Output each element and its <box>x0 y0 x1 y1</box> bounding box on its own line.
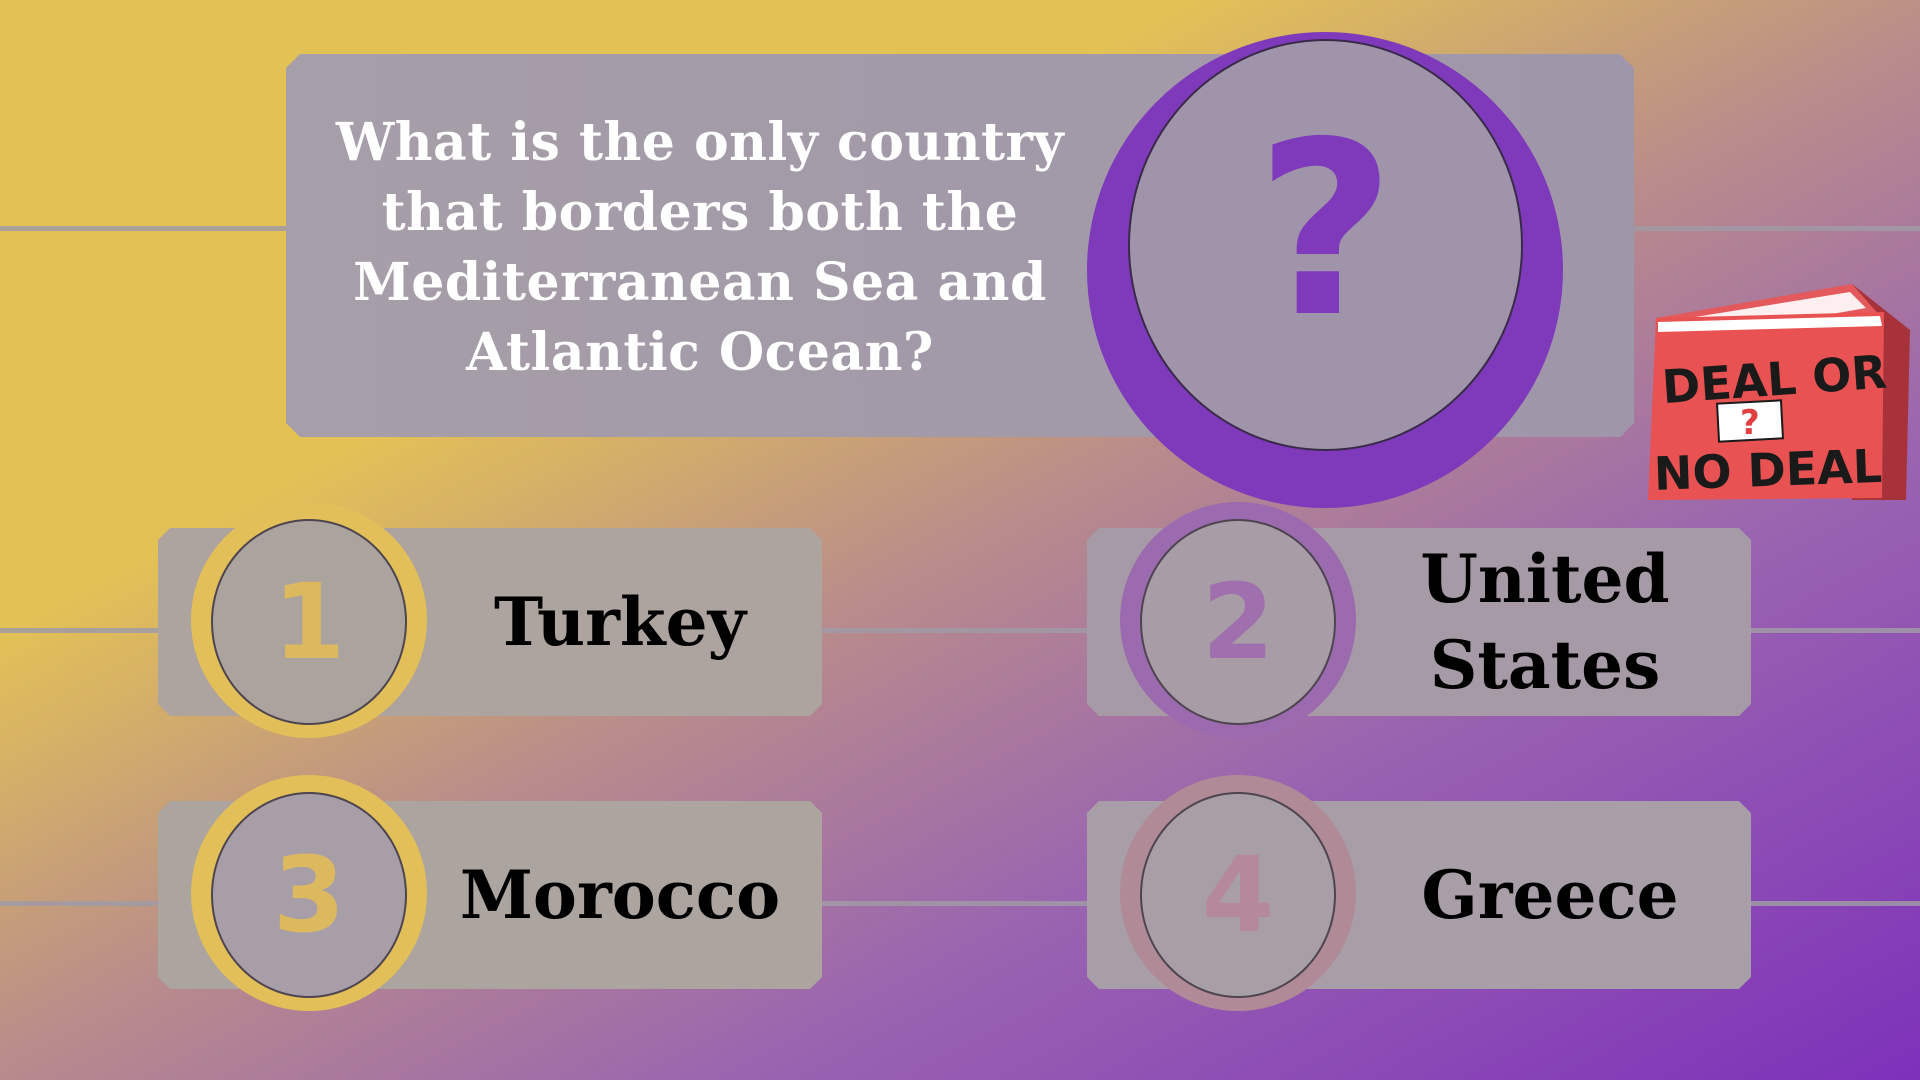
question-text: What is the only country that borders bo… <box>335 112 1065 383</box>
answer-number: 3 <box>272 834 346 956</box>
answer-label[interactable]: Morocco <box>459 856 781 934</box>
divider-line <box>0 226 290 231</box>
answer-number: 2 <box>1201 561 1275 683</box>
answer-label[interactable]: Greece <box>1421 856 1679 934</box>
divider-line <box>0 901 1920 906</box>
divider-line <box>1630 226 1920 231</box>
logo-question-mark: ? <box>1740 403 1760 443</box>
answer-number-circle <box>211 519 407 725</box>
answer-number: 4 <box>1201 834 1275 956</box>
deal-or-no-deal-logo: DEAL OR ? NO DEAL <box>1648 284 1910 501</box>
answer-number-circle <box>211 792 407 998</box>
answer-number: 1 <box>272 561 346 683</box>
answer-label[interactable]: United States <box>1420 540 1670 704</box>
answer-number-circle <box>1140 519 1336 725</box>
divider-line <box>0 628 1920 633</box>
answer-label[interactable]: Turkey <box>494 583 746 661</box>
logo-text-line2: NO DEAL <box>1653 439 1883 501</box>
question-circle <box>1128 39 1523 451</box>
answer-number-circle <box>1140 792 1336 998</box>
question-mark-icon: ? <box>1255 90 1396 370</box>
